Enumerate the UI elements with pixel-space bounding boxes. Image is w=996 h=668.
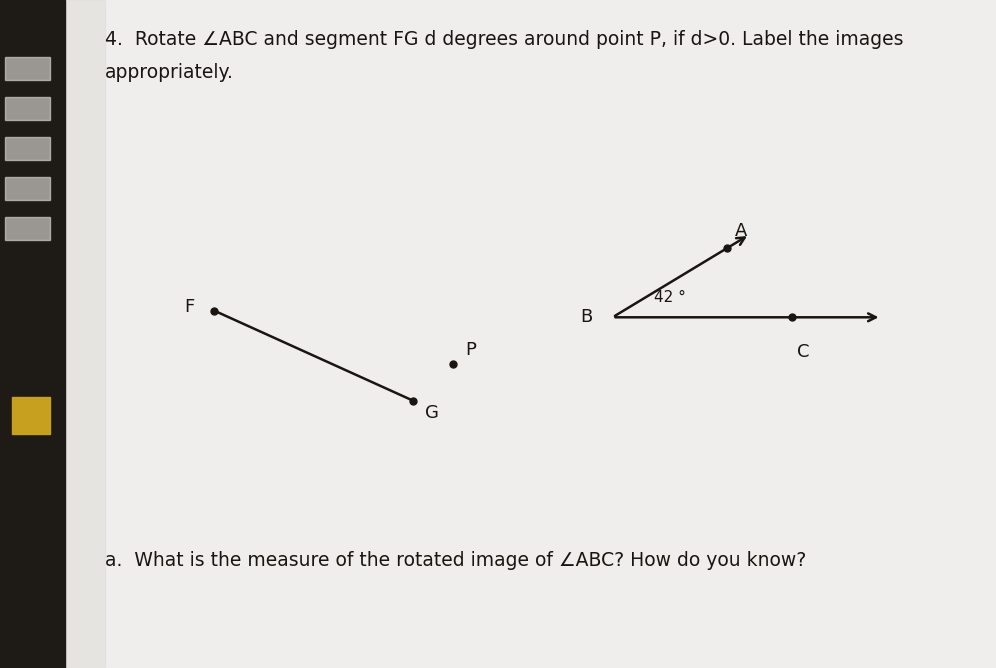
- Text: C: C: [797, 343, 810, 361]
- Bar: [5, 57, 50, 80]
- Text: F: F: [184, 299, 194, 316]
- Bar: [0, 0, 65, 668]
- Bar: [12, 397, 50, 434]
- Bar: [65, 0, 105, 668]
- Bar: [5, 177, 50, 200]
- Text: 42 °: 42 °: [654, 291, 686, 305]
- Text: G: G: [425, 404, 439, 422]
- Bar: [5, 137, 50, 160]
- Bar: [5, 217, 50, 240]
- Text: A: A: [735, 222, 748, 240]
- Text: 4.  Rotate ∠ABC and segment FG d degrees around point P, if d>0. Label the image: 4. Rotate ∠ABC and segment FG d degrees …: [105, 30, 903, 49]
- Text: B: B: [581, 309, 593, 326]
- Bar: [5, 97, 50, 120]
- Text: P: P: [465, 341, 476, 359]
- Text: a.  What is the measure of the rotated image of ∠ABC? How do you know?: a. What is the measure of the rotated im…: [105, 551, 806, 570]
- Text: appropriately.: appropriately.: [105, 63, 233, 82]
